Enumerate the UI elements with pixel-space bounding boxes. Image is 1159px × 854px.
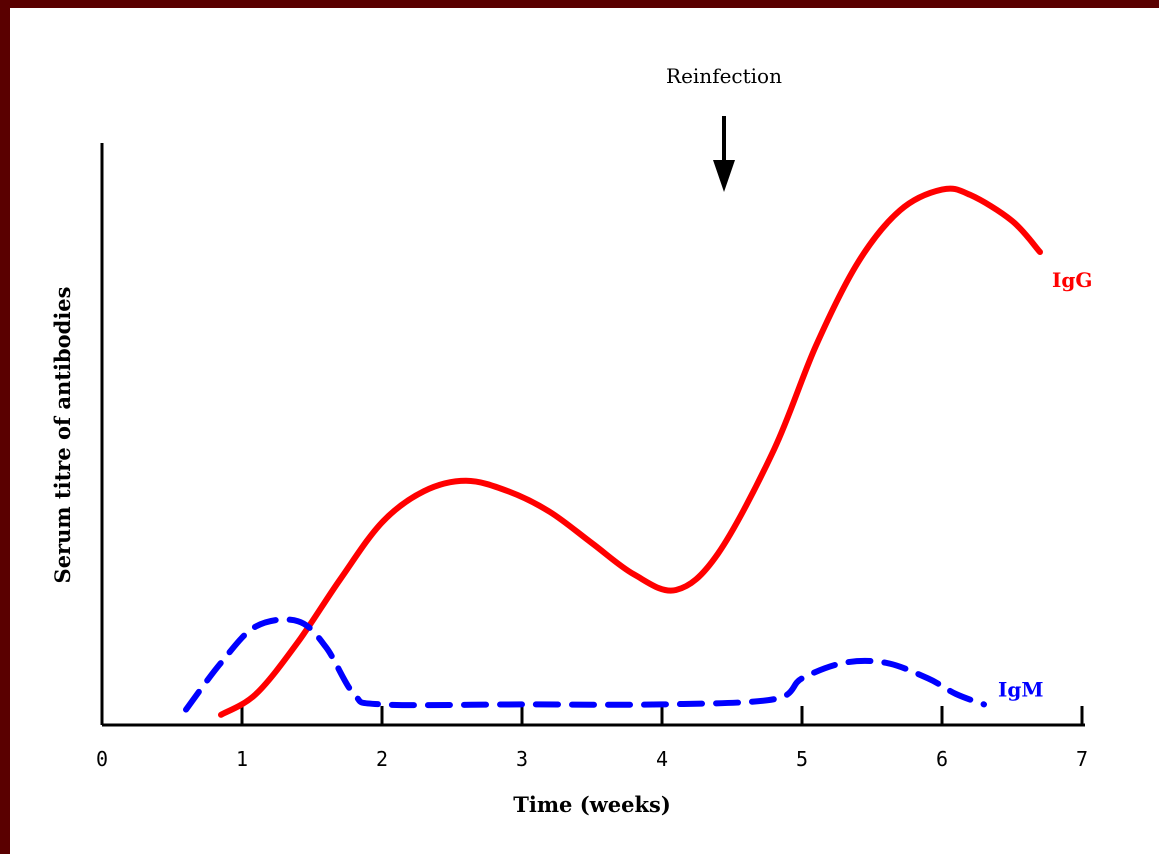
x-axis-title: Time (weeks) — [513, 792, 671, 817]
x-tick-label-3: 3 — [516, 747, 528, 771]
x-tick-label-1: 1 — [236, 747, 248, 771]
series-label-igg: IgG — [1052, 268, 1092, 292]
top-border-strip — [0, 0, 1159, 8]
series-line-igm — [183, 616, 987, 713]
series-line-igg — [218, 185, 1043, 718]
x-tick-label-2: 2 — [376, 747, 388, 771]
y-axis-title: Serum titre of antibodies — [50, 287, 75, 584]
x-tick-label-5: 5 — [796, 747, 808, 771]
left-border-strip — [0, 0, 10, 854]
series-layer: IgG IgM — [183, 185, 1092, 718]
x-tick-label-0: 0 — [96, 747, 108, 771]
x-tick-label-7: 7 — [1076, 747, 1088, 771]
annotation-label-0: Reinfection — [666, 64, 782, 88]
x-ticks-group — [240, 706, 1084, 725]
x-tick-labels-group: 0 1 2 3 4 5 6 7 — [96, 747, 1088, 771]
x-tick-label-6: 6 — [936, 747, 948, 771]
annotation-arrow-head-0 — [713, 160, 735, 192]
annotation-layer: Reinfection — [666, 64, 782, 192]
x-tick-label-4: 4 — [656, 747, 668, 771]
series-label-igm: IgM — [998, 677, 1043, 701]
